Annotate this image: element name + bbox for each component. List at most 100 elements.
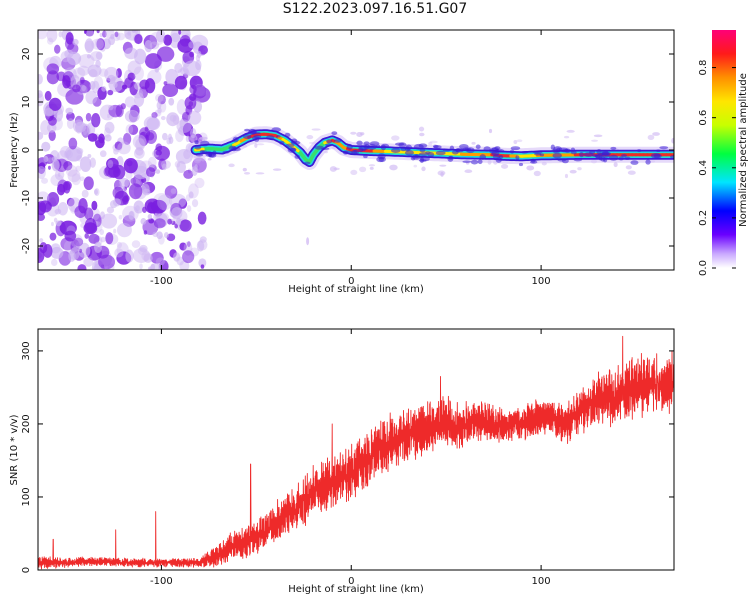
ridge-blob — [621, 154, 627, 158]
noise-blob — [47, 157, 54, 163]
snr-y-tick-label: 200 — [21, 414, 32, 433]
ridge-blob — [333, 139, 342, 143]
noise-blob — [182, 250, 195, 264]
ridge-blob — [375, 144, 381, 148]
noise-blob — [176, 119, 192, 133]
noise-blob — [144, 78, 156, 94]
noise-blob — [114, 31, 119, 38]
noise-blob — [96, 30, 100, 34]
noise-blob — [86, 54, 91, 59]
ridge-blob — [608, 154, 619, 161]
noise-blob — [124, 110, 140, 123]
ridge-blob — [325, 143, 332, 147]
noise-blob — [48, 116, 57, 126]
colorbar-title: Normalized spectral amplitude — [738, 73, 749, 227]
noise-blob — [145, 167, 156, 178]
noise-blob — [79, 248, 83, 253]
ridge-blob — [314, 145, 325, 150]
ridge-blob — [419, 148, 426, 153]
ridge-blob — [515, 155, 520, 160]
noise-blob — [114, 248, 124, 258]
noise-speck — [488, 128, 493, 134]
noise-blob — [51, 159, 60, 172]
noise-blob — [110, 34, 115, 40]
noise-speck — [566, 129, 575, 133]
noise-blob — [164, 185, 178, 199]
noise-blob — [139, 244, 148, 253]
noise-blob — [40, 120, 51, 136]
noise-blob — [38, 74, 43, 85]
noise-speck — [242, 167, 247, 172]
ridge-blob — [479, 154, 487, 160]
ridge-blob — [380, 144, 387, 151]
noise-blob — [156, 231, 163, 240]
noise-speck — [421, 166, 426, 172]
ridge-blob — [601, 151, 611, 156]
colorbar-tick-label: 0.4 — [698, 160, 709, 176]
noise-blob — [197, 211, 207, 225]
ridge-blob — [655, 149, 661, 153]
colorbar-tick-label: 0.0 — [698, 260, 709, 276]
noise-blob — [155, 143, 163, 152]
noise-speck — [471, 141, 476, 145]
noise-blob — [155, 150, 162, 156]
noise-blob — [125, 249, 134, 263]
noise-blob — [153, 218, 166, 229]
noise-blob — [167, 218, 172, 225]
noise-blob — [155, 257, 165, 267]
noise-blob — [119, 177, 130, 188]
noise-blob — [88, 69, 98, 78]
noise-speck — [228, 163, 235, 168]
noise-blob — [104, 121, 115, 134]
noise-speck — [501, 163, 509, 169]
noise-blob — [132, 248, 150, 263]
ridge-blob — [521, 151, 529, 154]
noise-blob — [87, 133, 98, 142]
spectrogram-x-tick-label: -100 — [150, 276, 173, 287]
ridge-blob — [232, 136, 239, 143]
noise-blob — [60, 145, 72, 158]
spectrogram-x-axis-title: Height of straight line (km) — [288, 284, 424, 295]
noise-blob — [127, 60, 142, 75]
ridge-blob — [343, 150, 354, 155]
ridge-blob — [579, 151, 584, 158]
noise-blob — [186, 241, 191, 248]
noise-blob — [102, 30, 107, 38]
noise-blob — [77, 65, 90, 76]
noise-blob — [83, 176, 94, 191]
noise-blob — [135, 146, 144, 156]
noise-blob — [112, 198, 122, 207]
noise-blob — [152, 231, 159, 238]
noise-blob — [128, 183, 143, 200]
snr-y-tick-label: 100 — [21, 487, 32, 506]
colorbar-ticks: 0.0 0.2 0.4 0.6 0.8 — [698, 60, 736, 276]
ridge-blob — [464, 148, 470, 152]
noise-blob — [84, 38, 94, 54]
noise-blob — [67, 169, 81, 183]
spectrogram-y-axis-title: Frequency (Hz) — [9, 112, 20, 188]
colorbar: 0.0 0.2 0.4 0.6 0.8 Normalized spectral ampl… — [698, 30, 749, 276]
noise-blob — [65, 107, 74, 115]
colorbar-tick-label: 0.6 — [698, 110, 709, 126]
noise-blob — [79, 156, 92, 172]
ridge-blob — [400, 148, 407, 152]
noise-blob — [104, 30, 115, 39]
noise-speck — [428, 141, 433, 146]
ridge-blob — [442, 148, 451, 152]
noise-speck — [563, 135, 570, 139]
noise-blob — [68, 137, 78, 150]
ridge-blob — [570, 147, 576, 152]
ridge-blob — [284, 143, 295, 148]
noise-blob — [43, 155, 49, 163]
noise-blob — [198, 258, 207, 268]
noise-blob — [41, 177, 49, 184]
noise-blob — [48, 165, 51, 170]
ridge-blob — [284, 132, 291, 138]
ridge-blob — [624, 156, 631, 161]
noise-blob — [162, 83, 179, 97]
noise-blob — [170, 188, 177, 194]
ridge-blob — [244, 128, 251, 132]
ridge-blob — [475, 144, 481, 150]
ridge-blob — [326, 139, 333, 144]
